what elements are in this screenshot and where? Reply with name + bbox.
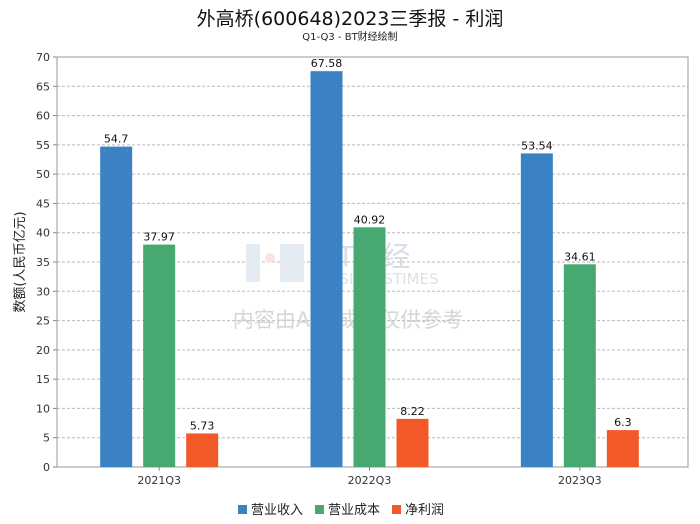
legend-label: 营业成本 — [328, 503, 380, 518]
bar — [100, 146, 133, 467]
data-label: 40.92 — [354, 213, 386, 226]
y-tick-label: 30 — [36, 285, 50, 298]
y-tick-label: 0 — [43, 461, 50, 474]
data-label: 53.54 — [521, 139, 553, 152]
bar — [520, 153, 553, 467]
chart-title: 外高桥(600648)2023三季报 - 利润 — [196, 8, 504, 30]
data-label: 6.3 — [614, 416, 632, 429]
legend-swatch — [238, 505, 247, 514]
watermark-logo — [280, 244, 304, 282]
legend-label: 净利润 — [405, 503, 444, 518]
legend-swatch — [315, 505, 325, 514]
bar — [310, 71, 343, 467]
data-label: 37.97 — [143, 231, 175, 244]
bar — [186, 433, 219, 467]
y-tick-label: 50 — [36, 168, 50, 181]
data-label: 34.61 — [564, 250, 596, 263]
data-label: 5.73 — [190, 419, 215, 432]
y-tick-label: 35 — [36, 256, 50, 269]
x-tick-label: 2022Q3 — [348, 474, 392, 487]
data-label: 67.58 — [311, 57, 343, 70]
y-tick-label: 5 — [43, 432, 50, 445]
bar — [606, 430, 639, 467]
legend-swatch — [392, 505, 402, 514]
watermark-logo — [246, 244, 260, 282]
y-axis-label: 数额(人民币亿元) — [13, 211, 28, 312]
watermark-notice: 内容由AI生成，仅供参考 — [233, 308, 464, 332]
bar — [563, 264, 596, 467]
y-tick-label: 55 — [36, 139, 50, 152]
y-tick-label: 70 — [36, 51, 50, 64]
data-label: 8.22 — [400, 405, 425, 418]
y-tick-label: 10 — [36, 402, 50, 415]
bar — [353, 227, 386, 467]
bar — [143, 244, 176, 467]
x-tick-label: 2021Q3 — [137, 474, 181, 487]
watermark-logo — [265, 253, 275, 263]
y-tick-label: 65 — [36, 80, 50, 93]
data-label: 54.7 — [104, 133, 129, 146]
y-tick-label: 60 — [36, 110, 50, 123]
y-tick-label: 20 — [36, 344, 50, 357]
y-tick-label: 40 — [36, 227, 50, 240]
bar — [396, 418, 429, 467]
legend-label: 营业收入 — [251, 503, 303, 518]
chart-subtitle: Q1-Q3 - BT财经绘制 — [302, 32, 398, 43]
x-tick-label: 2023Q3 — [558, 474, 602, 487]
y-tick-label: 25 — [36, 315, 50, 328]
y-tick-label: 45 — [36, 197, 50, 210]
y-tick-label: 15 — [36, 373, 50, 386]
